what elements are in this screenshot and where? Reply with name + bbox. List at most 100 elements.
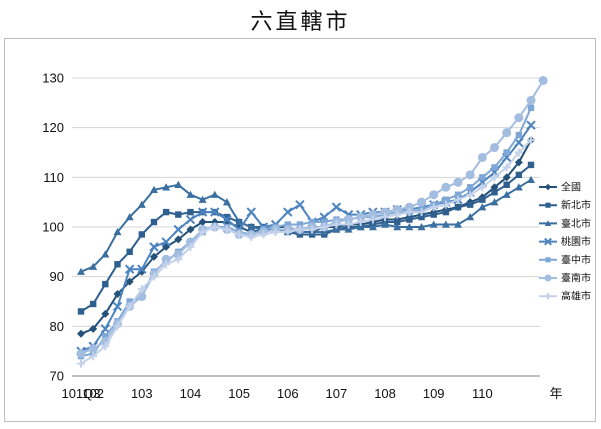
y-tick-label: 90 <box>50 269 64 284</box>
data-point <box>544 237 552 246</box>
data-point <box>544 183 552 191</box>
data-point <box>356 223 365 231</box>
legend-label: 臺中市 <box>561 253 591 266</box>
data-point <box>137 200 146 208</box>
data-point <box>210 190 219 198</box>
data-point <box>149 252 158 261</box>
data-point <box>332 220 341 229</box>
data-point <box>198 227 207 236</box>
data-point <box>490 143 500 153</box>
x-tick-label: 102 <box>82 386 104 401</box>
data-point <box>544 293 552 300</box>
data-point <box>466 190 475 199</box>
data-point <box>210 207 220 217</box>
data-point <box>137 292 147 302</box>
y-tick-label: 110 <box>43 170 64 185</box>
legend-label: 桃園市 <box>561 235 591 248</box>
legend-label: 全國 <box>561 181 581 194</box>
x-tick-label: 103 <box>131 386 153 401</box>
data-point <box>545 257 551 263</box>
data-point <box>331 202 342 212</box>
data-point <box>545 202 551 208</box>
data-point <box>102 333 109 340</box>
data-point <box>527 104 535 111</box>
data-point <box>514 183 523 191</box>
data-point <box>77 267 85 275</box>
data-point <box>76 349 86 359</box>
data-point <box>187 208 194 216</box>
data-point <box>162 208 170 216</box>
data-point <box>515 171 523 179</box>
y-tick-label: 130 <box>42 71 64 86</box>
data-point <box>417 197 427 207</box>
data-point <box>477 152 487 162</box>
data-point <box>101 250 110 258</box>
data-point <box>418 213 425 221</box>
data-point <box>442 196 450 203</box>
legend-label: 臺南市 <box>561 272 591 285</box>
data-point <box>417 223 426 231</box>
data-point <box>538 75 548 85</box>
data-point <box>162 183 171 191</box>
data-point <box>308 218 316 226</box>
x-tick-label: 109 <box>423 386 445 401</box>
data-point <box>149 272 158 281</box>
data-point <box>544 220 552 226</box>
data-point <box>198 195 207 203</box>
data-point <box>246 207 256 217</box>
data-point <box>113 322 122 331</box>
data-point <box>430 211 437 218</box>
series-line <box>80 164 532 313</box>
data-point <box>441 220 450 228</box>
data-point <box>284 221 291 228</box>
data-point <box>162 260 171 269</box>
data-point <box>344 215 354 225</box>
data-point <box>186 190 195 198</box>
data-point <box>150 218 158 226</box>
data-point <box>174 235 183 244</box>
data-point <box>441 200 450 209</box>
data-point <box>223 213 231 221</box>
data-point <box>392 205 402 215</box>
data-point <box>210 223 219 231</box>
data-point <box>490 198 499 206</box>
data-point <box>283 227 292 236</box>
data-point <box>89 324 98 333</box>
data-point <box>406 216 413 223</box>
data-point <box>149 185 158 193</box>
data-point <box>381 220 390 228</box>
data-point <box>526 120 536 130</box>
data-point <box>247 223 256 231</box>
data-point <box>381 213 390 222</box>
data-point <box>405 208 414 217</box>
x-tick-label: 105 <box>228 386 250 401</box>
data-point <box>101 342 110 351</box>
data-point <box>112 301 123 312</box>
data-point <box>137 264 147 274</box>
data-point <box>124 264 135 274</box>
data-point <box>479 196 486 203</box>
data-point <box>161 254 171 264</box>
data-point <box>271 227 280 236</box>
data-point <box>138 231 146 238</box>
data-point <box>296 221 304 228</box>
data-point <box>77 359 85 368</box>
data-point <box>466 184 474 191</box>
data-point <box>466 201 474 208</box>
data-point <box>503 181 510 188</box>
data-point <box>502 163 511 172</box>
data-point <box>175 211 182 218</box>
data-point <box>502 173 511 182</box>
data-point <box>344 220 353 229</box>
data-point <box>283 207 293 217</box>
data-point <box>544 274 552 282</box>
data-point <box>429 203 438 212</box>
legend-label: 新北市 <box>561 199 591 212</box>
data-point <box>417 208 426 217</box>
data-point <box>429 190 439 200</box>
data-point <box>332 225 341 233</box>
data-point <box>222 214 232 225</box>
data-point <box>514 148 523 157</box>
data-point <box>429 220 438 228</box>
